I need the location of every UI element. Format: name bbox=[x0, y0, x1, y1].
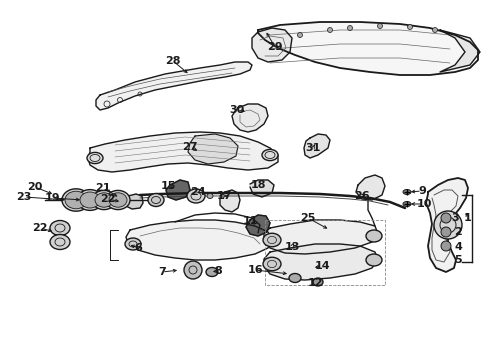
Text: 23: 23 bbox=[16, 192, 32, 202]
Polygon shape bbox=[426, 178, 468, 272]
Circle shape bbox=[377, 23, 383, 28]
Text: 10: 10 bbox=[416, 199, 432, 209]
Ellipse shape bbox=[92, 190, 116, 210]
Ellipse shape bbox=[289, 274, 301, 283]
Text: 29: 29 bbox=[267, 42, 283, 52]
Ellipse shape bbox=[187, 189, 205, 203]
Text: 21: 21 bbox=[95, 183, 111, 193]
Ellipse shape bbox=[125, 238, 141, 250]
Ellipse shape bbox=[50, 234, 70, 249]
Text: 28: 28 bbox=[165, 56, 181, 66]
Text: 4: 4 bbox=[454, 242, 462, 252]
Ellipse shape bbox=[263, 233, 281, 247]
Text: 16: 16 bbox=[247, 265, 263, 275]
Text: 18: 18 bbox=[250, 180, 266, 190]
Text: 22: 22 bbox=[32, 223, 48, 233]
Text: 8: 8 bbox=[214, 266, 222, 276]
Text: 15: 15 bbox=[160, 181, 176, 191]
Ellipse shape bbox=[403, 202, 411, 207]
Text: 14: 14 bbox=[314, 261, 330, 271]
Ellipse shape bbox=[65, 191, 87, 209]
Polygon shape bbox=[258, 22, 478, 75]
Circle shape bbox=[408, 24, 413, 30]
Ellipse shape bbox=[262, 149, 278, 161]
Ellipse shape bbox=[106, 190, 130, 210]
Polygon shape bbox=[250, 180, 274, 197]
Text: 17: 17 bbox=[216, 191, 232, 201]
Ellipse shape bbox=[366, 254, 382, 266]
Circle shape bbox=[327, 27, 333, 32]
Ellipse shape bbox=[62, 189, 90, 211]
Circle shape bbox=[184, 261, 202, 279]
Text: 19: 19 bbox=[44, 193, 60, 203]
Circle shape bbox=[434, 211, 462, 239]
Text: 9: 9 bbox=[418, 186, 426, 196]
Text: 3: 3 bbox=[451, 213, 459, 223]
Ellipse shape bbox=[263, 257, 281, 271]
Polygon shape bbox=[246, 215, 270, 236]
Text: 11: 11 bbox=[242, 216, 258, 226]
Polygon shape bbox=[232, 104, 268, 132]
Polygon shape bbox=[166, 180, 190, 200]
Polygon shape bbox=[440, 30, 480, 72]
Ellipse shape bbox=[87, 152, 103, 163]
Text: 13: 13 bbox=[284, 242, 300, 252]
Ellipse shape bbox=[206, 267, 218, 276]
Text: 30: 30 bbox=[229, 105, 245, 115]
Text: 31: 31 bbox=[305, 143, 320, 153]
Text: 20: 20 bbox=[27, 182, 43, 192]
Polygon shape bbox=[264, 220, 378, 254]
Circle shape bbox=[441, 241, 451, 251]
Circle shape bbox=[347, 26, 352, 31]
Ellipse shape bbox=[148, 194, 164, 207]
Ellipse shape bbox=[207, 194, 213, 198]
Text: 24: 24 bbox=[190, 187, 206, 197]
Text: 2: 2 bbox=[454, 227, 462, 237]
Ellipse shape bbox=[50, 220, 70, 235]
Text: 25: 25 bbox=[300, 213, 316, 223]
Polygon shape bbox=[356, 175, 385, 200]
Polygon shape bbox=[304, 134, 330, 158]
Ellipse shape bbox=[403, 189, 411, 194]
Ellipse shape bbox=[109, 193, 127, 207]
Polygon shape bbox=[188, 134, 238, 164]
Ellipse shape bbox=[77, 190, 103, 210]
Circle shape bbox=[297, 32, 302, 37]
Circle shape bbox=[433, 27, 438, 32]
Text: 12: 12 bbox=[307, 278, 323, 288]
Text: 26: 26 bbox=[354, 191, 370, 201]
Ellipse shape bbox=[80, 192, 100, 208]
Ellipse shape bbox=[95, 193, 113, 207]
Ellipse shape bbox=[313, 278, 323, 286]
Text: 22: 22 bbox=[100, 194, 116, 204]
Polygon shape bbox=[126, 220, 272, 260]
Text: 7: 7 bbox=[158, 267, 166, 277]
Polygon shape bbox=[220, 190, 240, 212]
Circle shape bbox=[441, 227, 451, 237]
Polygon shape bbox=[126, 194, 143, 209]
Polygon shape bbox=[252, 28, 292, 62]
Polygon shape bbox=[96, 62, 252, 110]
Polygon shape bbox=[88, 132, 278, 172]
Circle shape bbox=[441, 213, 451, 223]
Text: 27: 27 bbox=[182, 142, 198, 152]
Text: 1: 1 bbox=[464, 213, 472, 223]
Polygon shape bbox=[264, 244, 378, 280]
Text: 6: 6 bbox=[134, 243, 142, 253]
Text: 5: 5 bbox=[454, 255, 462, 265]
Ellipse shape bbox=[366, 230, 382, 242]
